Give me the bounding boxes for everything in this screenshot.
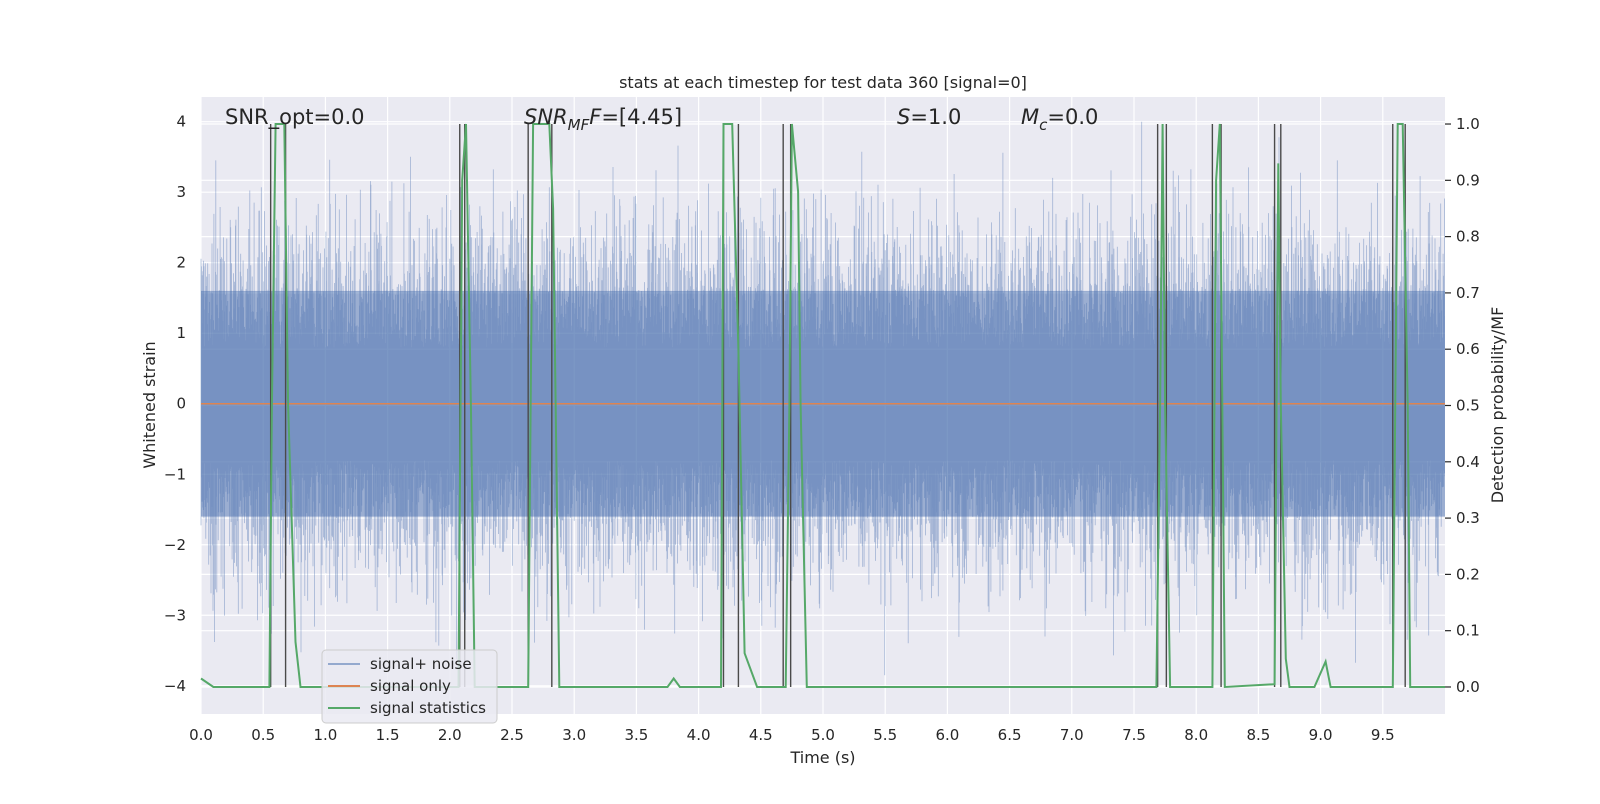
x-tick-label: 1.0	[313, 726, 337, 744]
y-tick-label: 3	[176, 183, 186, 201]
mc-name: M	[1021, 105, 1039, 129]
x-tick-label: 7.5	[1122, 726, 1146, 744]
x-tick-label: 6.5	[998, 726, 1022, 744]
x-tick-label: 4.5	[749, 726, 773, 744]
x-tick-label: 0.0	[189, 726, 213, 744]
y-tick-label: 0	[176, 395, 186, 413]
y-tick-label: 1	[176, 324, 186, 342]
x-tick-label: 8.5	[1246, 726, 1270, 744]
annotation-mc: Mc=0.0	[1021, 105, 1098, 134]
legend: signal+ noise signal only signal statist…	[321, 649, 498, 724]
x-tick-label: 4.0	[687, 726, 711, 744]
snr-mf-f: F	[589, 105, 602, 129]
x-tick-label: 3.5	[624, 726, 648, 744]
y-tick-label: −3	[164, 606, 186, 624]
y-tick-label: −4	[164, 677, 186, 695]
x-tick-labels: 0.0 0.5 1.0 1.5 2.0 2.5 3.0 3.5 4.0 4.5 5.0 5.5 6.0 6…	[189, 726, 1395, 744]
y2-axis-label: Detection probability/MF	[1488, 307, 1507, 504]
s-name: S	[897, 105, 910, 129]
legend-label-signal: signal only	[370, 677, 451, 695]
y2-tick-labels: 1.0 0.9 0.8 0.7 0.6 0.5 0.4 0.3 0.2 0.1 0.0	[1445, 115, 1480, 696]
y2-tick-label: 0.9	[1456, 171, 1480, 189]
noise-trace	[200, 121, 1445, 676]
x-tick-label: 3.0	[562, 726, 586, 744]
y-tick-label: −1	[164, 465, 186, 483]
y-axis-label: Whitened strain	[140, 341, 159, 468]
legend-label-stats: signal statistics	[370, 699, 486, 717]
annotation-s: S=1.0	[897, 105, 961, 129]
y2-tick-label: 0.3	[1456, 509, 1480, 527]
x-tick-label: 5.5	[873, 726, 897, 744]
x-axis-label: Time (s)	[789, 748, 855, 767]
annotation-snr-mf: SNRMFF=[4.45]	[524, 105, 682, 134]
snr-mf-name: SNR	[524, 105, 568, 129]
mc-sub: c	[1039, 116, 1048, 134]
x-tick-label: 2.5	[500, 726, 524, 744]
y2-tick-label: 0.6	[1456, 340, 1480, 358]
y2-tick-label: 0.4	[1456, 453, 1480, 471]
chart-title: stats at each timestep for test data 360…	[619, 73, 1027, 92]
y2-tick-label: 0.1	[1456, 622, 1480, 640]
annotation-snr-opt: SNR_opt=0.0	[225, 105, 365, 130]
y2-tick-label: 0.2	[1456, 565, 1480, 583]
x-tick-label: 5.0	[811, 726, 835, 744]
snr-mf-sub: MF	[568, 116, 590, 134]
x-tick-label: 6.0	[935, 726, 959, 744]
y-tick-labels: 4 3 2 1 0 −1 −2 −3 −4	[164, 113, 186, 695]
y2-tick-label: 0.0	[1456, 678, 1480, 696]
legend-box	[321, 649, 498, 724]
s-value: =1.0	[910, 105, 961, 129]
x-tick-label: 1.5	[376, 726, 400, 744]
x-tick-label: 7.0	[1060, 726, 1084, 744]
x-tick-label: 9.5	[1371, 726, 1395, 744]
y-tick-label: 4	[176, 113, 186, 131]
x-tick-label: 0.5	[251, 726, 275, 744]
snr-mf-value: =[4.45]	[601, 105, 682, 129]
y-tick-label: −2	[164, 536, 186, 554]
y2-tick-label: 0.8	[1456, 228, 1480, 246]
y2-tick-label: 0.5	[1456, 397, 1480, 415]
y-tick-label: 2	[176, 254, 186, 272]
y2-tick-label: 0.7	[1456, 284, 1480, 302]
x-tick-label: 2.0	[438, 726, 462, 744]
legend-label-noise: signal+ noise	[370, 655, 472, 673]
y2-tick-label: 1.0	[1456, 115, 1480, 133]
mc-value: =0.0	[1047, 105, 1098, 129]
x-tick-label: 9.0	[1309, 726, 1333, 744]
x-tick-label: 8.0	[1184, 726, 1208, 744]
